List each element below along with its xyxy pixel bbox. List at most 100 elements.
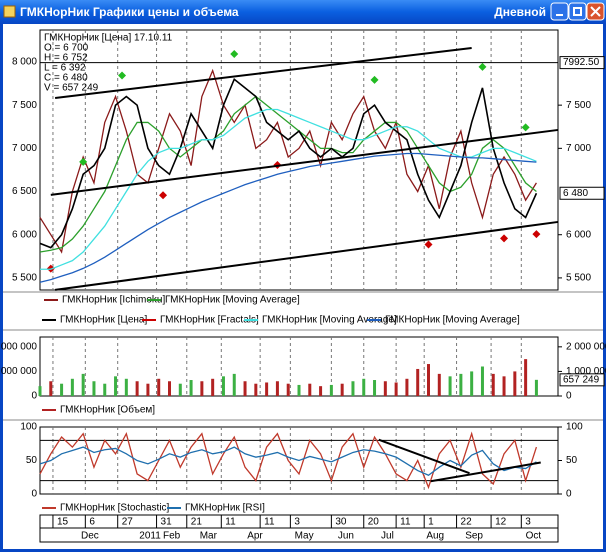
series-line [39,77,538,249]
volume-bar [81,373,85,396]
month-label: Mar [200,531,218,542]
y-tick-label: 6 500 [12,186,37,197]
app-icon [3,5,16,18]
month-label: Apr [247,531,263,542]
month-label: Dec [81,531,99,542]
x-tick-label: 1 [428,517,434,528]
legend-label: ГМКНорНик [Stochastic] [60,503,170,514]
volume-bar [60,383,64,396]
series-line [39,446,537,476]
y-tick-label: 6 000 [12,229,37,240]
series-line [39,95,537,253]
month-label: Oct [526,531,542,542]
volume-bar [480,366,484,396]
y2-tick-label: 6 000 [566,229,591,240]
volume-bar [189,380,193,396]
series-line [39,152,537,283]
volume-bar [373,380,377,396]
fractal-down [424,240,433,249]
volume-bar [491,373,495,396]
legend-label: ГМКНорНик [Объем] [60,404,155,416]
x-tick-label: 6 [89,517,95,528]
y2-tick-label: 0 [566,489,572,500]
y-tick-label: 0 [31,391,37,402]
volume-bar [416,368,420,396]
info-line: L = 6 392 [44,63,86,74]
volume-bar [524,359,528,396]
volume-bar [513,371,517,396]
volume-bar [383,381,387,396]
volume-bar [470,371,474,396]
minimize-button[interactable] [550,2,569,21]
y-tick-label: 8 000 [12,57,37,68]
marker-box [559,373,605,387]
volume-bar [135,381,139,396]
volume-bar [254,383,258,396]
info-line: H = 6 752 [44,53,88,64]
y2-tick-label: 1 000 000 [566,366,606,377]
x-tick-label: 3 [525,517,531,528]
volume-bar [275,381,279,396]
legend-label: ГМКНорНик [Moving Average] [262,315,397,326]
volume-bar [178,383,182,396]
x-tick-label: 12 [495,517,507,528]
volume-bar [351,381,355,396]
legend-label: ГМКНорНик [Moving Average] [385,315,520,326]
y-tick-label: 50 [26,455,38,466]
volume-bar [211,378,215,396]
fractal-down [500,234,509,243]
y2-tick-label: 5 500 [566,273,591,284]
volume-bar [200,381,204,396]
x-tick-label: 31 [161,517,173,528]
trend-line [54,46,472,99]
fractal-up [230,49,239,58]
x-tick-label: 15 [57,517,69,528]
series-line [40,108,537,270]
marker-box [559,56,605,70]
volume-bar [502,376,506,396]
volume-bar [340,383,344,396]
legend-label: ГМКНорНик [Fractals] [160,315,259,326]
marker-label: 6 480 [563,188,588,199]
chart-area [3,24,603,549]
month-label: Feb [163,531,181,542]
trend-line [430,461,541,483]
x-tick-label: 3 [294,517,300,528]
trend-line [54,220,559,291]
x-tick-label: 11 [400,517,411,528]
x-tick-label: 27 [122,517,134,528]
volume-bar [394,382,398,396]
volume-bar [232,373,236,396]
y2-tick-label: 0 [566,391,572,402]
volume-bar [297,384,301,396]
volume-bar [146,383,150,396]
fractal-up [79,157,88,166]
month-label: Jul [381,531,394,542]
title-bar [0,0,606,24]
volume-bar [319,386,323,396]
y2-tick-label: 7 000 [566,143,591,154]
y2-tick-label: 100 [566,422,583,433]
volume-bar [405,378,409,396]
volume-bar [243,381,247,396]
series-line [39,68,537,254]
volume-bar [38,386,42,396]
x-tick-label: 30 [335,517,347,528]
month-label: May [295,531,314,542]
month-label: Sep [465,531,483,542]
volume-bar [286,383,290,396]
y-tick-label: 7 500 [12,100,37,111]
y2-tick-label: 50 [566,455,578,466]
info-title: ГМКНорНик [Цена] 17.10.11 [44,33,173,44]
y-tick-label: 7 000 [12,143,37,154]
marker-label: 7992.50 [563,57,600,68]
x-tick-label: 20 [368,517,380,528]
maximize-button[interactable] [568,2,587,21]
period-label[interactable]: Дневной [494,5,546,19]
volume-bar [157,378,161,396]
fractal-up [521,123,530,132]
x-tick-label: 22 [461,517,473,528]
volume-bar [437,373,441,396]
x-tick-label: 21 [191,517,203,528]
